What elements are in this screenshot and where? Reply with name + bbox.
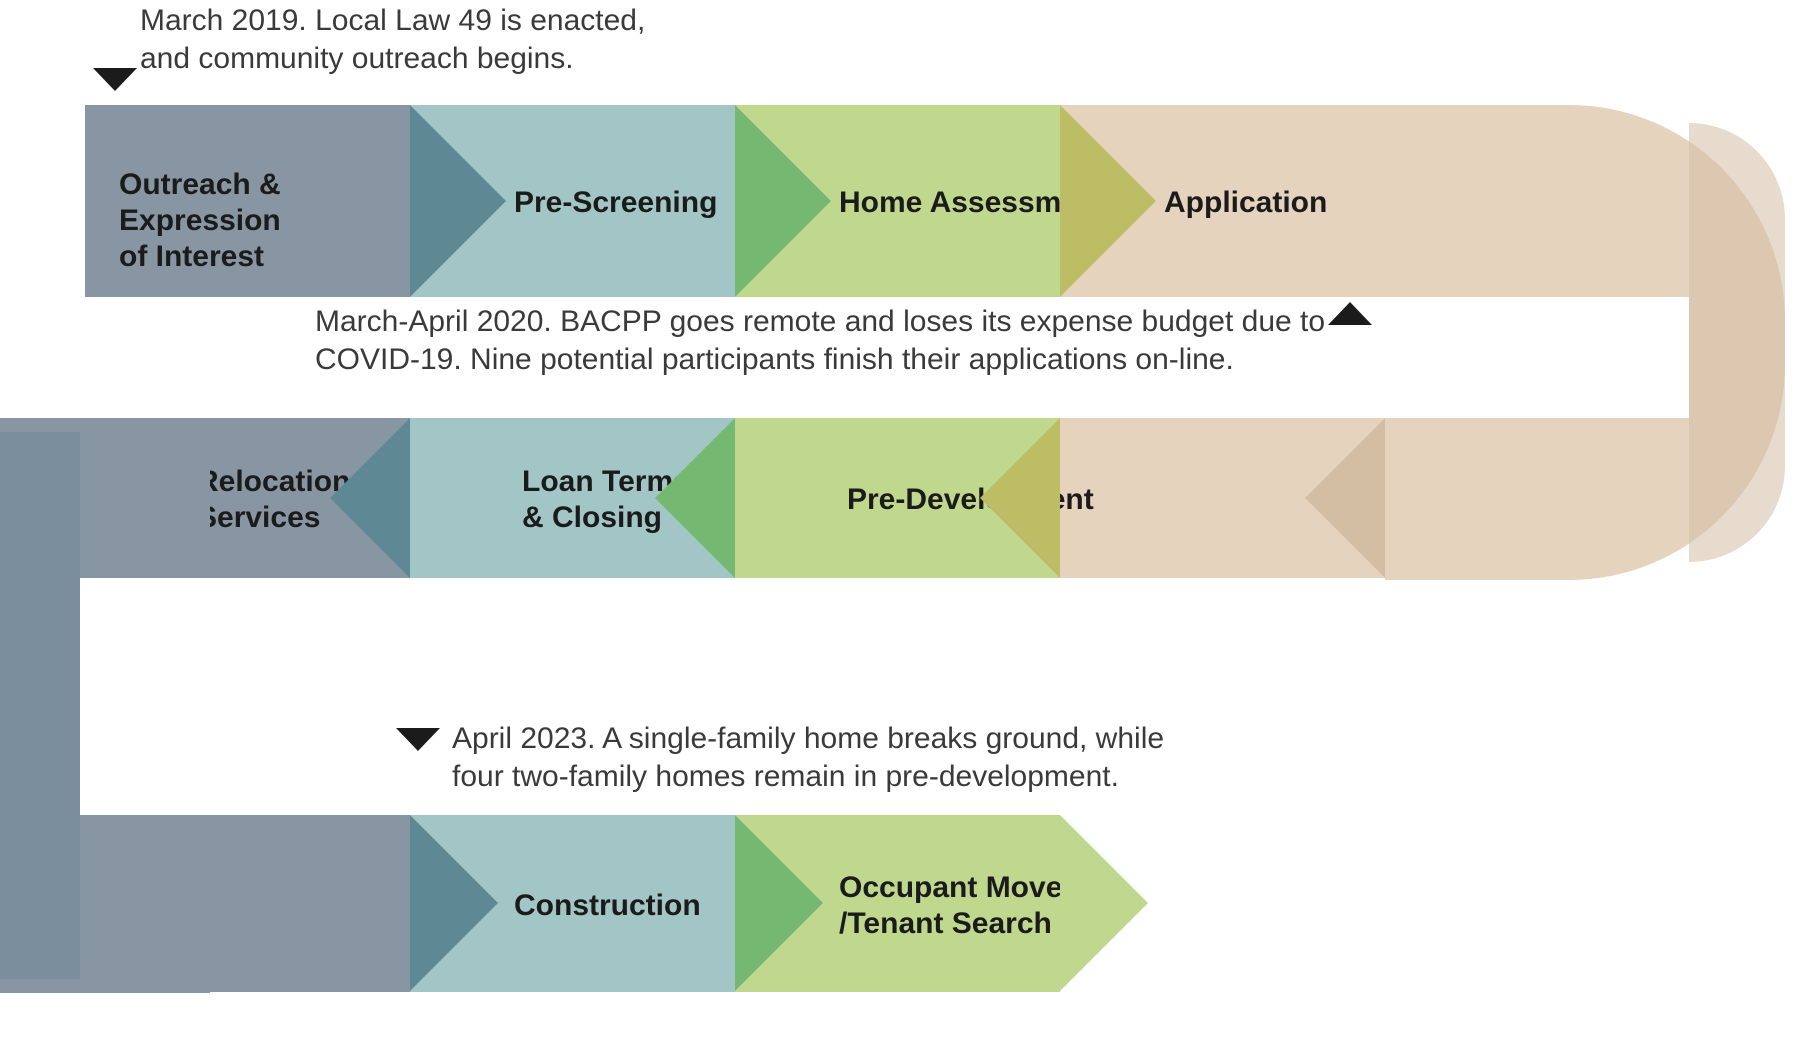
turn-right-inner: [1385, 297, 1689, 418]
row1-arrow-0: [410, 105, 506, 297]
row1-arrow-2: [1060, 105, 1156, 297]
ann1-text: March 2019. Local Law 49 is enacted,and …: [140, 2, 840, 79]
row3-arrow-0: [410, 815, 498, 991]
row3-arrow-1: [735, 815, 823, 991]
ann1-marker-icon: [93, 68, 137, 91]
turn-right-band: [1689, 123, 1785, 562]
row1-arrow-1: [735, 105, 831, 297]
row2-arrow-1: [655, 418, 735, 578]
turn-left-inner: [80, 578, 260, 815]
row1-label-0: Outreach & Expressionof Interest: [119, 167, 434, 275]
ann2-text: March-April 2020. BACPP goes remote and …: [315, 303, 1335, 380]
row3-arrow-end: [1060, 815, 1148, 991]
row2-arrow-0: [330, 418, 410, 578]
turn-left-band: [0, 432, 80, 979]
row2-arrow-3: [1305, 418, 1385, 578]
ann3-text: April 2023. A single-family home breaks …: [452, 720, 1272, 797]
row2-arrow-2: [980, 418, 1060, 578]
ann2-marker-icon: [1328, 302, 1372, 325]
ann3-marker-icon: [396, 728, 440, 751]
flow-diagram: March 2019. Local Law 49 is enacted,and …: [0, 0, 1800, 1043]
row3-seg-0: [85, 815, 410, 992]
